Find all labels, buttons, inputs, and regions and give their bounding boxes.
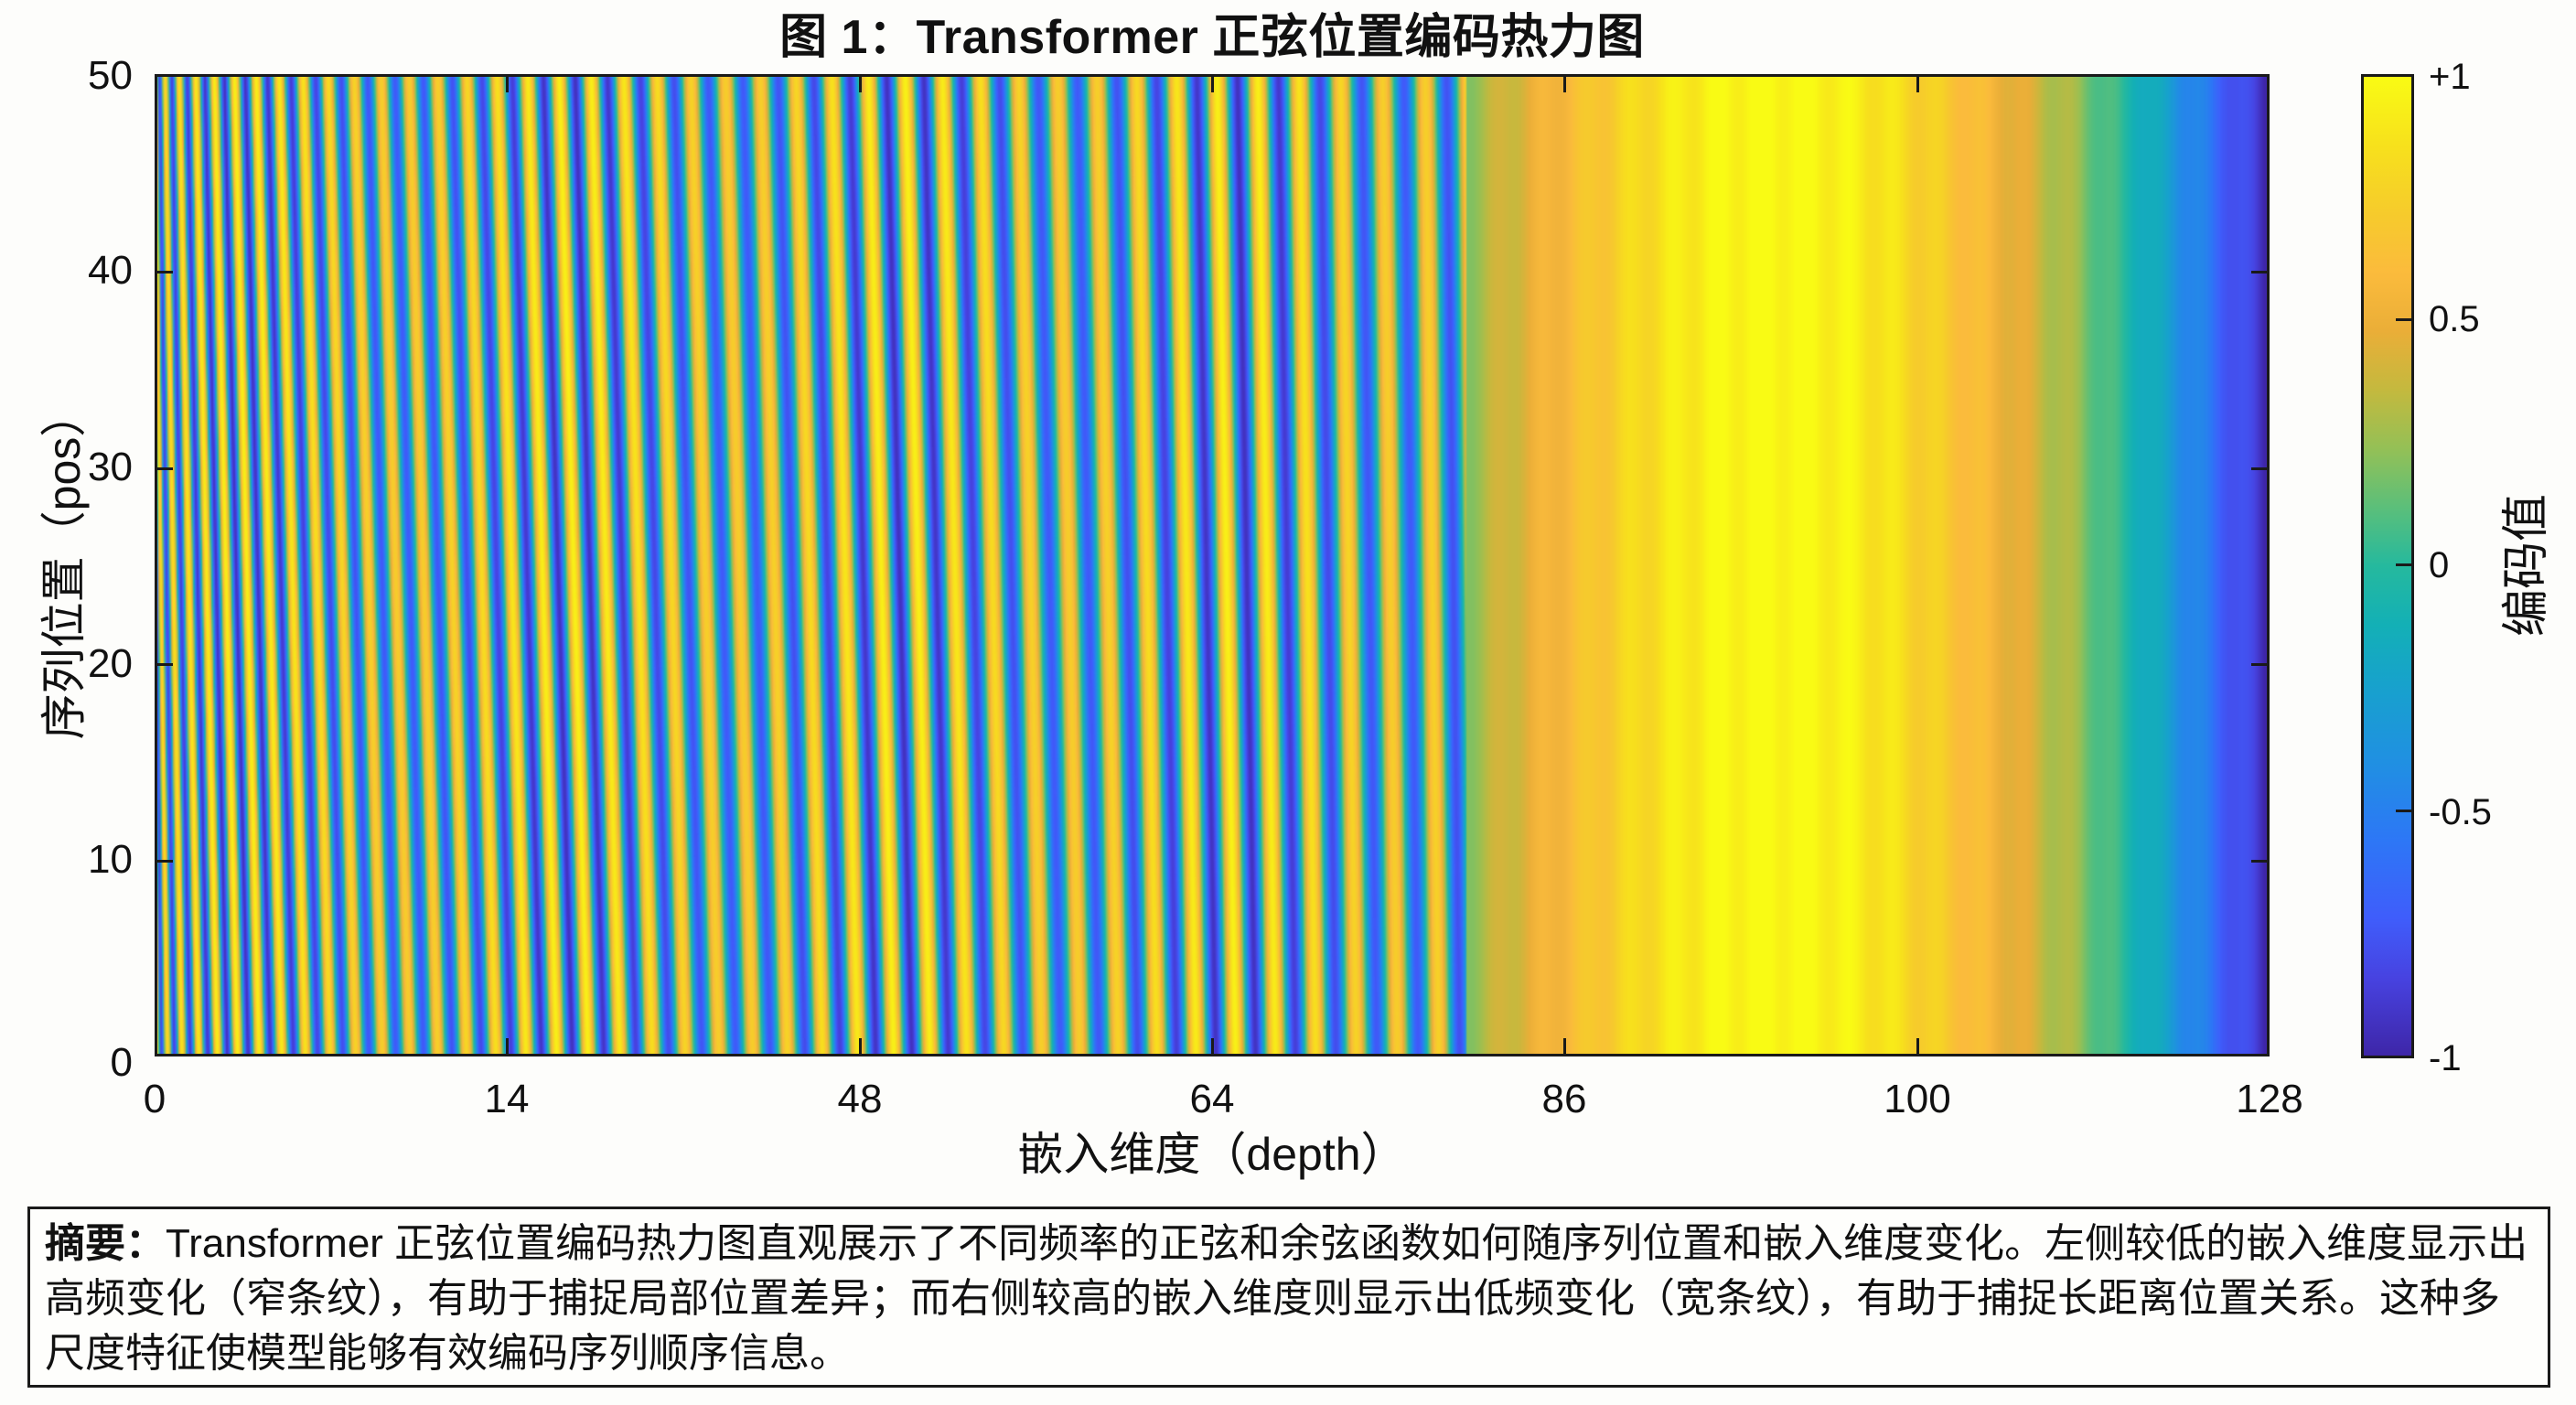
y-tick-label: 50 bbox=[88, 53, 133, 98]
y-tick-mark-right bbox=[2251, 663, 2270, 666]
y-tick-mark bbox=[155, 271, 173, 273]
plot-frame bbox=[155, 74, 2270, 1056]
x-tick-mark bbox=[1211, 1038, 1214, 1056]
x-tick-label: 100 bbox=[1884, 1077, 1951, 1121]
abstract-caption: 摘要：Transformer 正弦位置编码热力图直观展示了不同频率的正弦和余弦函… bbox=[27, 1207, 2550, 1388]
x-tick-mark bbox=[1563, 1038, 1566, 1056]
y-tick-label: 40 bbox=[88, 248, 133, 293]
y-tick-mark bbox=[155, 663, 173, 666]
x-tick-label: 64 bbox=[1189, 1077, 1235, 1121]
x-tick-label: 14 bbox=[484, 1077, 530, 1121]
x-tick-mark-top bbox=[1916, 74, 1919, 92]
colorbar-tick-label: -0.5 bbox=[2429, 792, 2492, 832]
colorbar-tick bbox=[2396, 318, 2414, 321]
x-tick-label: 128 bbox=[2236, 1077, 2303, 1121]
colorbar-tick bbox=[2396, 810, 2414, 812]
x-tick-mark bbox=[859, 1038, 862, 1056]
x-axis-title: 嵌入维度（depth） bbox=[1017, 1129, 1407, 1180]
heatmap bbox=[155, 74, 2270, 1056]
colorbar-tick-label: -1 bbox=[2429, 1038, 2462, 1078]
colorbar-tick-label: 0 bbox=[2429, 545, 2450, 585]
y-axis-title: 序列位置（pos） bbox=[38, 391, 90, 740]
y-tick-label: 20 bbox=[88, 641, 133, 686]
colorbar-tick-label: +1 bbox=[2429, 57, 2471, 97]
y-tick-mark-right bbox=[2251, 467, 2270, 470]
colorbar bbox=[2361, 74, 2414, 1058]
x-tick-mark bbox=[506, 1038, 509, 1056]
x-tick-mark-top bbox=[1563, 74, 1566, 92]
caption-lead: 摘要： bbox=[45, 1221, 166, 1266]
chart-title: 图 1：Transformer 正弦位置编码热力图 bbox=[779, 11, 1645, 64]
y-tick-mark bbox=[155, 467, 173, 470]
colorbar-tick-label: 0.5 bbox=[2429, 299, 2480, 339]
y-tick-label: 0 bbox=[110, 1040, 133, 1085]
colorbar-title: 编码值 bbox=[2500, 493, 2553, 638]
y-tick-mark-right bbox=[2251, 271, 2270, 273]
caption-body: Transformer 正弦位置编码热力图直观展示了不同频率的正弦和余弦函数如何… bbox=[45, 1221, 2528, 1376]
x-tick-label: 0 bbox=[143, 1077, 166, 1121]
y-tick-mark-right bbox=[2251, 860, 2270, 863]
x-tick-mark bbox=[1916, 1038, 1919, 1056]
y-tick-label: 10 bbox=[88, 837, 133, 882]
x-tick-label: 48 bbox=[837, 1077, 883, 1121]
x-tick-mark-top bbox=[506, 74, 509, 92]
x-tick-mark-top bbox=[859, 74, 862, 92]
colorbar-tick bbox=[2396, 563, 2414, 566]
y-tick-label: 30 bbox=[88, 445, 133, 489]
x-tick-mark-top bbox=[1211, 74, 1214, 92]
y-tick-mark bbox=[155, 860, 173, 863]
x-tick-label: 86 bbox=[1541, 1077, 1587, 1121]
